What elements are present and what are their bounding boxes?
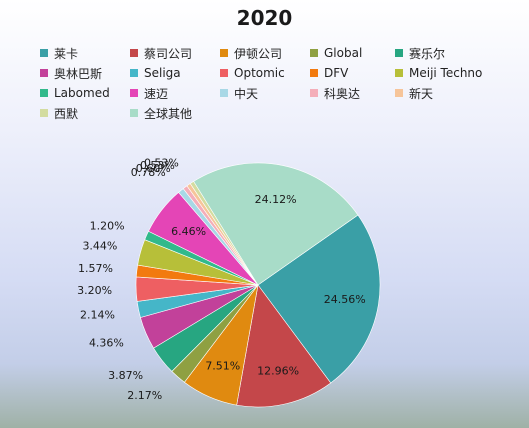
legend-swatch (130, 109, 138, 117)
data-label: 3.20% (77, 284, 112, 297)
data-label: 3.44% (82, 240, 117, 253)
legend-item: 西默 (40, 104, 78, 122)
legend-item: Seliga (130, 64, 181, 82)
legend-label: DFV (324, 66, 349, 80)
data-label: 2.14% (80, 308, 115, 321)
data-label: 0.53% (144, 156, 179, 169)
data-label: 24.56% (324, 293, 366, 306)
legend-item: 莱卡 (40, 44, 78, 62)
legend-swatch (130, 69, 138, 77)
legend-swatch (395, 69, 403, 77)
legend-label: 全球其他 (144, 106, 193, 121)
pie-slice (193, 162, 359, 286)
legend-swatch (40, 69, 48, 77)
legend-item: 中天 (220, 84, 258, 102)
legend-item: 奥林巴斯 (40, 64, 102, 82)
legend-label: Meiji Techno (409, 66, 483, 80)
legend-swatch (220, 69, 228, 77)
legend-item: Global (310, 44, 362, 62)
legend-item: 赛乐尔 (395, 44, 445, 62)
legend-label: 速迈 (144, 86, 169, 101)
legend-label: 奥林巴斯 (54, 66, 103, 81)
data-label: 3.87% (108, 369, 143, 382)
data-label: 1.20% (90, 220, 125, 233)
legend-swatch (130, 89, 138, 97)
pie-slice (257, 214, 381, 384)
data-label: 24.12% (255, 193, 297, 206)
legend-swatch (130, 49, 138, 57)
legend-item: 新天 (395, 84, 433, 102)
legend-item: 全球其他 (130, 104, 192, 122)
legend-swatch (220, 89, 228, 97)
data-label: 0.53% (140, 159, 175, 172)
legend-label: 蔡司公司 (144, 46, 193, 61)
legend-label: 莱卡 (54, 46, 79, 61)
legend-label: Labomed (54, 86, 110, 100)
legend-swatch (395, 89, 403, 97)
legend-item: 伊顿公司 (220, 44, 282, 62)
data-label: 0.60% (136, 162, 171, 175)
legend-label: Global (324, 46, 363, 60)
legend-swatch (220, 49, 228, 57)
data-label: 6.46% (171, 225, 206, 238)
legend-item: 科奥达 (310, 84, 360, 102)
legend-swatch (310, 69, 318, 77)
data-label: 0.78% (131, 166, 166, 179)
legend-item: 蔡司公司 (130, 44, 192, 62)
data-label: 12.96% (257, 365, 299, 378)
legend-item: Optomic (220, 64, 285, 82)
legend-label: 伊顿公司 (234, 46, 283, 61)
legend-swatch (40, 109, 48, 117)
legend-label: 西默 (54, 106, 79, 121)
legend-swatch (40, 49, 48, 57)
legend-swatch (40, 89, 48, 97)
legend-item: Meiji Techno (395, 64, 482, 82)
data-label: 1.57% (78, 262, 113, 275)
legend-swatch (310, 49, 318, 57)
legend-label: 新天 (409, 86, 434, 101)
legend-label: Optomic (234, 66, 285, 80)
legend-label: 赛乐尔 (409, 46, 446, 61)
legend-item: Labomed (40, 84, 110, 102)
legend-item: 速迈 (130, 84, 168, 102)
legend-item: DFV (310, 64, 348, 82)
legend-label: 中天 (234, 86, 259, 101)
legend-label: 科奥达 (324, 86, 361, 101)
legend-label: Seliga (144, 66, 181, 80)
data-label: 2.17% (127, 389, 162, 402)
pie-slice (236, 284, 332, 408)
chart-title: 2020 (236, 6, 293, 30)
data-label: 7.51% (205, 360, 240, 373)
data-label: 4.36% (89, 337, 124, 350)
legend-swatch (395, 49, 403, 57)
legend-swatch (310, 89, 318, 97)
